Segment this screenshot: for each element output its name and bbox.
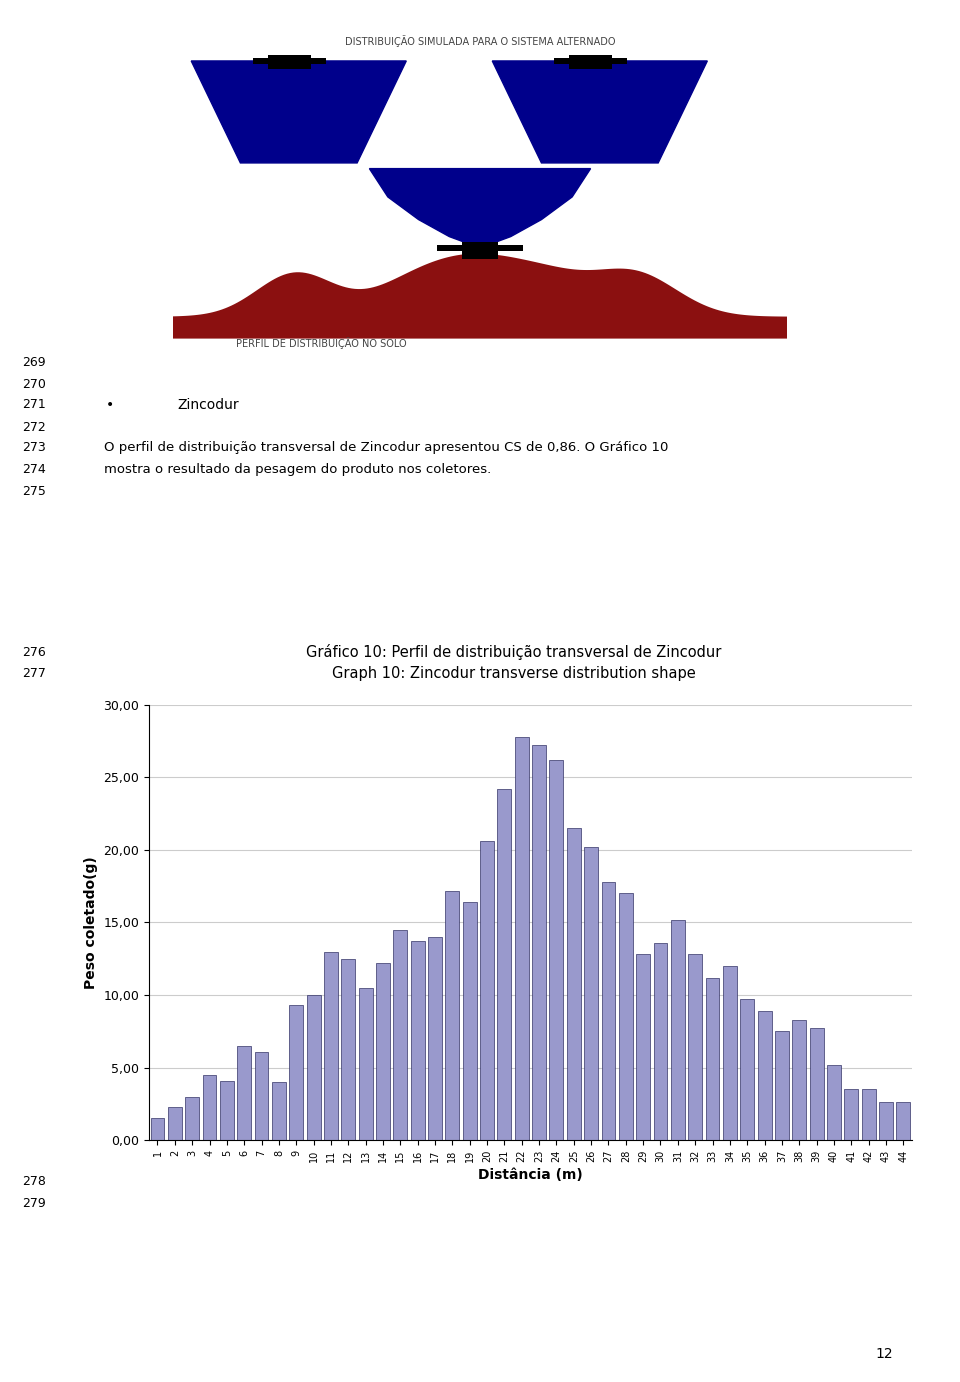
Text: 278: 278 <box>22 1175 46 1189</box>
Text: Graph 10: Zincodur transverse distribution shape: Graph 10: Zincodur transverse distributi… <box>332 666 695 680</box>
Bar <box>376 963 390 1140</box>
Bar <box>220 1081 234 1140</box>
Bar <box>437 245 523 250</box>
Bar <box>445 890 459 1140</box>
Bar <box>252 58 326 64</box>
Text: Gráfico 10: Perfil de distribuição transversal de Zincodur: Gráfico 10: Perfil de distribuição trans… <box>306 644 721 661</box>
Text: 270: 270 <box>22 377 46 391</box>
X-axis label: Distância (m): Distância (m) <box>478 1168 583 1182</box>
Bar <box>827 1064 841 1140</box>
Bar <box>342 959 355 1140</box>
Bar <box>532 745 546 1140</box>
Y-axis label: Peso coletado(g): Peso coletado(g) <box>84 855 98 990</box>
Bar <box>845 1089 858 1140</box>
Bar <box>359 988 372 1140</box>
Bar <box>792 1020 806 1140</box>
Text: 271: 271 <box>22 398 46 412</box>
Text: 277: 277 <box>22 666 46 680</box>
Bar <box>497 789 512 1140</box>
Polygon shape <box>492 61 708 163</box>
Bar <box>636 955 650 1140</box>
Bar <box>428 937 442 1140</box>
Bar <box>809 1028 824 1140</box>
Bar <box>272 1082 286 1140</box>
Text: 279: 279 <box>22 1197 46 1211</box>
Text: O perfil de distribuição transversal de Zincodur apresentou CS de 0,86. O Gráfic: O perfil de distribuição transversal de … <box>104 441 668 455</box>
Bar <box>566 828 581 1140</box>
Text: 269: 269 <box>22 355 46 369</box>
Bar <box>515 737 529 1140</box>
Bar <box>549 760 564 1140</box>
Polygon shape <box>191 61 406 163</box>
Bar <box>585 847 598 1140</box>
Bar <box>740 999 755 1140</box>
Bar <box>480 842 494 1140</box>
Text: 273: 273 <box>22 441 46 455</box>
Bar <box>554 58 628 64</box>
Bar <box>602 882 615 1140</box>
Polygon shape <box>173 254 787 339</box>
Bar <box>619 894 633 1140</box>
Bar <box>203 1075 216 1140</box>
Bar <box>254 1052 269 1140</box>
Bar <box>757 1012 772 1140</box>
Bar <box>569 53 612 69</box>
Bar <box>654 943 667 1140</box>
Bar <box>306 995 321 1140</box>
Bar <box>775 1031 789 1140</box>
Bar <box>688 955 702 1140</box>
Text: mostra o resultado da pesagem do produto nos coletores.: mostra o resultado da pesagem do produto… <box>104 463 491 477</box>
Bar <box>237 1046 252 1140</box>
Bar <box>671 919 684 1140</box>
Bar <box>394 930 407 1140</box>
Bar <box>185 1097 199 1140</box>
Text: Zincodur: Zincodur <box>178 398 239 412</box>
Bar <box>706 977 719 1140</box>
Text: 275: 275 <box>22 485 46 499</box>
Text: 12: 12 <box>876 1347 893 1361</box>
Bar <box>463 902 476 1140</box>
Bar <box>723 966 737 1140</box>
Bar <box>897 1103 910 1140</box>
Bar <box>168 1107 181 1140</box>
Polygon shape <box>370 169 590 247</box>
Bar <box>879 1103 893 1140</box>
Bar <box>268 53 311 69</box>
Bar <box>862 1089 876 1140</box>
Text: DISTRIBUIÇÃO SIMULADA PARA O SISTEMA ALTERNADO: DISTRIBUIÇÃO SIMULADA PARA O SISTEMA ALT… <box>345 36 615 47</box>
Text: PERFIL DE DISTRIBUIÇÃO NO SOLO: PERFIL DE DISTRIBUIÇÃO NO SOLO <box>236 337 407 348</box>
Text: 276: 276 <box>22 645 46 659</box>
Bar <box>324 952 338 1140</box>
Bar <box>462 242 498 260</box>
Bar <box>411 941 424 1140</box>
Bar <box>151 1118 164 1140</box>
Text: 274: 274 <box>22 463 46 477</box>
Text: 272: 272 <box>22 420 46 434</box>
Text: •: • <box>107 398 114 412</box>
Bar <box>289 1005 303 1140</box>
